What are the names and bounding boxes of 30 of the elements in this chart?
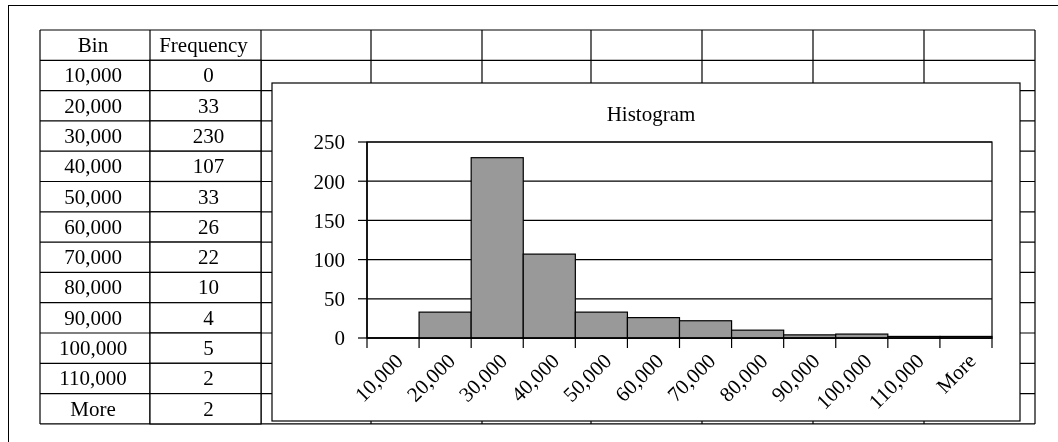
y-tick-label: 200 [313,169,345,194]
data-label: 0 [203,63,214,88]
data-label: 107 [192,154,225,179]
y-tick-label: 50 [324,287,345,312]
data-label: 26 [198,214,219,239]
text: Bin [77,33,109,57]
data-label: 2 [203,366,214,391]
y-tick-label: 100 [313,247,345,272]
y-tick-label: 150 [313,208,345,233]
y-tick-label: 40,000 [64,154,122,179]
y-tick-label: 90,000 [64,305,122,330]
data-label: 5 [203,336,214,360]
y-tick-label: 50,000 [64,184,122,209]
y-tick-label: 80,000 [64,275,122,300]
y-tick-label: 0 [334,326,345,351]
data-label: 33 [198,93,219,118]
y-tick-label: 60,000 [64,214,122,239]
data-label: 2 [203,396,214,421]
y-tick-label: 30,000 [64,123,122,148]
y-tick-label: 70,000 [64,245,122,270]
x-tick-label: Frequency [159,33,249,57]
data-label: 230 [192,123,225,148]
chart-title: Histogram [606,102,696,126]
y-tick-label: 10,000 [64,63,122,88]
data-label: 22 [198,245,219,270]
data-label: 4 [203,305,215,330]
y-tick-label: 20,000 [64,93,122,118]
data-label: 33 [198,184,219,209]
y-tick-label: 250 [313,130,345,155]
data-label: 10 [198,275,219,300]
